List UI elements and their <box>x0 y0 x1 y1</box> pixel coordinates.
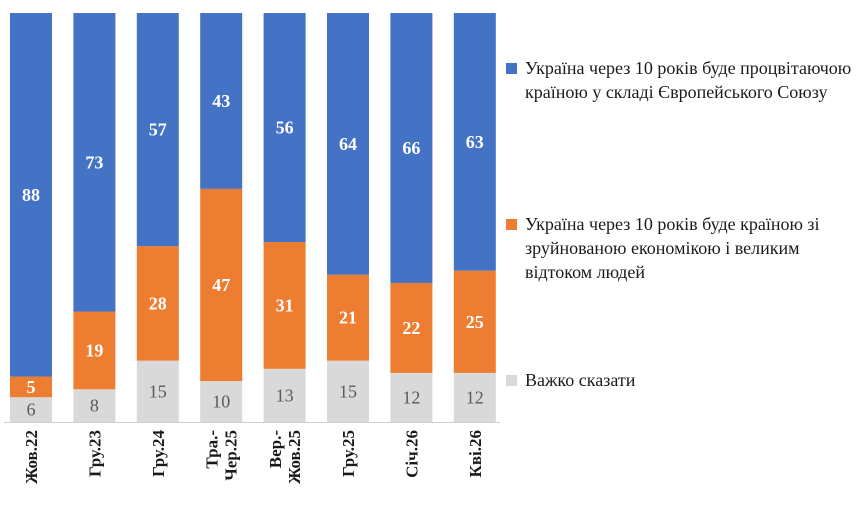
bar-segment-s2-c4 <box>263 13 306 243</box>
legend-label-hard-to-say: Важко сказати <box>525 370 636 390</box>
category-label-7: Кві.26 <box>466 430 485 477</box>
data-label-s0-c4: 13 <box>276 385 294 405</box>
bar-segment-s1-c4 <box>263 242 306 369</box>
data-label-s2-c0: 88 <box>22 185 40 205</box>
bar-segment-s1-c0 <box>10 376 52 398</box>
data-label-s1-c1: 19 <box>85 340 103 360</box>
bar-segment-s2-c1 <box>73 13 116 312</box>
category-label-1: Гру.23 <box>85 430 104 477</box>
legend-item-eu: Україна через 10 років буде процвітаючою… <box>506 56 861 104</box>
bar-segment-s1-c5 <box>327 274 369 361</box>
category-label-0: Жов.22 <box>22 430 41 484</box>
data-label-s2-c2: 57 <box>149 120 167 140</box>
category-label-4: Вер.-Жов.25 <box>266 430 304 484</box>
category-label-line: Жов.25 <box>285 430 304 484</box>
category-label-line: Кві.26 <box>466 430 485 477</box>
bar-segment-s1-c6 <box>390 282 433 373</box>
category-label-line: Чер.25 <box>222 430 241 481</box>
category-label-2: Гру.24 <box>149 430 168 478</box>
bar-segment-s2-c0 <box>10 13 52 377</box>
bar-segment-s0-c1 <box>73 389 116 422</box>
bar-segment-s1-c3 <box>200 188 243 382</box>
bar-segment-s2-c5 <box>327 13 369 275</box>
bar-segment-s0-c5 <box>327 360 369 422</box>
bar-segment-s1-c7 <box>453 270 496 373</box>
category-label-line: Тра.- <box>203 430 222 469</box>
bar-segment-s1-c2 <box>136 246 179 361</box>
category-label-6: Січ.26 <box>402 430 421 478</box>
bar-segment-s0-c3 <box>200 381 243 422</box>
data-label-s1-c4: 31 <box>276 295 294 315</box>
bar-segment-s0-c6 <box>390 372 433 422</box>
data-label-s2-c5: 64 <box>339 134 357 154</box>
data-label-s1-c3: 47 <box>212 275 230 295</box>
bar-segment-s0-c0 <box>10 397 52 422</box>
category-label-line: Вер.- <box>266 430 285 469</box>
bar-segment-s2-c6 <box>390 13 433 283</box>
bar-segment-s0-c4 <box>263 368 306 422</box>
data-label-s2-c4: 56 <box>276 118 294 138</box>
data-label-s1-c0: 5 <box>27 377 36 397</box>
category-label-line: Гру.24 <box>149 430 168 478</box>
category-label-line: Січ.26 <box>402 430 421 478</box>
data-label-s0-c0: 6 <box>27 400 36 420</box>
data-label-s1-c7: 25 <box>466 312 484 332</box>
bar-segment-s2-c7 <box>453 13 496 271</box>
data-label-s0-c7: 12 <box>466 387 484 407</box>
legend-item-ruined-economy: Україна через 10 років буде країною зі з… <box>506 212 861 284</box>
data-label-s2-c7: 63 <box>466 132 484 152</box>
bar-segment-s1-c1 <box>73 311 116 390</box>
category-label-line: Гру.23 <box>85 430 104 477</box>
data-label-s2-c6: 66 <box>402 138 420 158</box>
bar-segment-s0-c7 <box>453 372 496 422</box>
bar-segment-s2-c2 <box>136 13 179 247</box>
legend-swatch-orange <box>506 219 517 230</box>
data-label-s0-c5: 15 <box>339 381 357 401</box>
category-label-3: Тра.-Чер.25 <box>203 430 241 481</box>
category-label-line: Жов.22 <box>22 430 41 484</box>
data-label-s2-c1: 73 <box>85 152 103 172</box>
data-label-s1-c6: 22 <box>402 318 420 338</box>
legend-item-hard-to-say: Важко сказати <box>506 368 861 392</box>
legend-swatch-blue <box>506 63 517 74</box>
legend-swatch-gray <box>506 375 517 386</box>
data-label-s1-c2: 28 <box>149 293 167 313</box>
data-label-s0-c6: 12 <box>402 387 420 407</box>
category-label-5: Гру.25 <box>339 430 358 477</box>
data-label-s1-c5: 21 <box>339 308 357 328</box>
bar-segment-s0-c2 <box>136 360 179 422</box>
bar-segment-s2-c3 <box>200 13 243 189</box>
legend-label-eu: Україна через 10 років буде процвітаючою… <box>525 58 852 102</box>
data-label-s0-c1: 8 <box>90 396 99 416</box>
data-label-s0-c2: 15 <box>149 381 167 401</box>
category-label-line: Гру.25 <box>339 430 358 477</box>
data-label-s0-c3: 10 <box>212 392 230 412</box>
data-label-s2-c3: 43 <box>212 91 230 111</box>
legend-label-ruined-economy: Україна через 10 років буде країною зі з… <box>525 214 820 282</box>
stacked-bar-chart: 6 5 88 Жов.22 8 19 73 Гру.23 15 28 57 Гру.24 10 47 43 Т… <box>4 13 500 484</box>
